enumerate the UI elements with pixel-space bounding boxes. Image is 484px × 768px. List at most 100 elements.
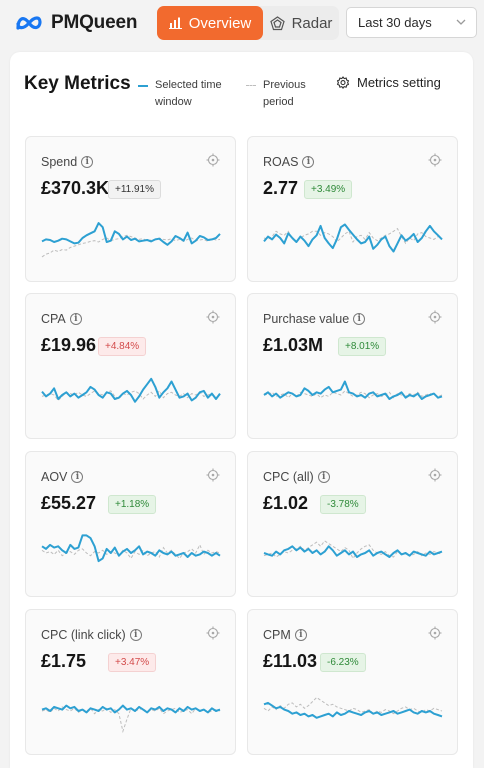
selected-window-line xyxy=(263,380,443,400)
selected-window-line xyxy=(41,222,221,246)
info-icon[interactable]: i xyxy=(69,313,82,325)
brand[interactable]: PMQueen xyxy=(14,10,137,36)
metric-value: £1.75 xyxy=(41,651,87,671)
gear-icon xyxy=(336,75,350,89)
sparkline-chart xyxy=(263,540,443,560)
metric-label: AOV xyxy=(41,470,68,484)
change-badge: -6.23% xyxy=(320,653,366,672)
tab-overview[interactable]: Overview xyxy=(157,6,263,40)
selected-window-line xyxy=(263,701,443,719)
metric-label: CPC (link click) xyxy=(41,628,126,642)
info-icon[interactable]: i xyxy=(302,156,315,168)
metric-label-row: CPA i xyxy=(41,312,82,326)
sparkline-chart xyxy=(41,377,221,403)
target-icon[interactable] xyxy=(428,153,442,167)
sparkline-chart xyxy=(263,223,443,253)
metric-label: ROAS xyxy=(263,155,299,169)
sparkline-chart xyxy=(41,534,221,563)
previous-period-line xyxy=(41,389,221,402)
metric-card-roas[interactable]: ROAS i 2.77 +3.49% xyxy=(247,136,458,282)
target-icon[interactable] xyxy=(428,310,442,324)
metric-card-cpa[interactable]: CPA i £19.96 +4.84% xyxy=(25,293,236,439)
legend-previous-label: Previous period xyxy=(263,79,306,108)
radar-icon xyxy=(269,15,285,30)
target-icon[interactable] xyxy=(206,153,220,167)
info-icon[interactable]: i xyxy=(294,629,307,641)
metric-label: Purchase value xyxy=(263,312,350,326)
metric-card-spend[interactable]: Spend i £370.3K +11.91% xyxy=(25,136,236,282)
info-icon[interactable]: i xyxy=(71,471,84,483)
metric-card-purchase-value[interactable]: Purchase value i £1.03M +8.01% xyxy=(247,293,458,439)
metric-value: 2.77 xyxy=(263,178,299,198)
info-icon[interactable]: i xyxy=(129,629,142,641)
top-bar: PMQueen Overview Radar Last 30 days xyxy=(0,0,484,46)
selected-window-line xyxy=(263,545,443,558)
metric-label-row: CPC (all) i xyxy=(263,470,330,484)
target-icon[interactable] xyxy=(206,468,220,482)
target-icon[interactable] xyxy=(206,310,220,324)
metric-value: £1.02 xyxy=(263,493,309,513)
sparkline-chart xyxy=(41,222,221,258)
metric-value: £55.27 xyxy=(41,493,97,513)
change-badge: +4.84% xyxy=(98,337,147,356)
change-badge: -3.78% xyxy=(320,495,366,514)
metric-card-cpc-link-click[interactable]: CPC (link click) i £1.75 +3.47% xyxy=(25,609,236,755)
legend-previous: Previous period xyxy=(246,77,323,111)
chevron-down-icon xyxy=(456,19,466,25)
legend-current-swatch xyxy=(138,85,148,87)
metric-label: Spend xyxy=(41,155,78,169)
metric-label: CPM xyxy=(263,628,291,642)
change-badge: +3.49% xyxy=(304,180,353,199)
metric-label-row: Purchase value i xyxy=(263,312,366,326)
target-icon[interactable] xyxy=(428,626,442,640)
tab-radar[interactable]: Radar xyxy=(263,6,339,40)
info-icon[interactable]: i xyxy=(81,156,94,168)
meta-logo-icon xyxy=(16,16,42,30)
metric-value: £1.03M xyxy=(263,335,324,355)
target-icon[interactable] xyxy=(428,468,442,482)
change-badge: +8.01% xyxy=(338,337,387,356)
view-tabs: Overview Radar xyxy=(157,6,339,40)
date-range-value: Last 30 days xyxy=(358,15,432,30)
tab-radar-label: Radar xyxy=(291,14,333,32)
change-badge: +11.91% xyxy=(108,180,162,199)
target-icon[interactable] xyxy=(206,626,220,640)
legend-current: Selected time window xyxy=(138,77,235,111)
sparkline-chart xyxy=(41,704,221,734)
metric-label-row: ROAS i xyxy=(263,155,315,169)
metrics-setting-button[interactable]: Metrics setting xyxy=(336,75,441,90)
selected-window-line xyxy=(41,377,221,403)
previous-period-line xyxy=(41,234,221,258)
metric-label-row: CPC (link click) i xyxy=(41,628,142,642)
app-name: PMQueen xyxy=(51,12,138,33)
metric-label-row: AOV i xyxy=(41,470,84,484)
selected-window-line xyxy=(41,534,221,563)
selected-window-line xyxy=(263,223,443,253)
metric-value: £370.3K xyxy=(41,178,110,198)
info-icon[interactable]: i xyxy=(317,471,330,483)
selected-window-line xyxy=(41,704,221,714)
panel-title: Key Metrics xyxy=(24,73,131,94)
previous-period-line xyxy=(263,696,443,715)
metric-label: CPC (all) xyxy=(263,470,314,484)
metric-label-row: CPM i xyxy=(263,628,307,642)
metric-card-aov[interactable]: AOV i £55.27 +1.18% xyxy=(25,451,236,597)
metric-card-cpm[interactable]: CPM i £11.03 -6.23% xyxy=(247,609,458,755)
tab-overview-label: Overview xyxy=(188,14,252,32)
date-range-select[interactable]: Last 30 days xyxy=(346,7,477,38)
key-metrics-panel: Key Metrics Selected time window Previou… xyxy=(10,52,473,768)
metrics-setting-label: Metrics setting xyxy=(357,75,441,90)
metric-label: CPA xyxy=(41,312,66,326)
metric-label-row: Spend i xyxy=(41,155,94,169)
info-icon[interactable]: i xyxy=(353,313,366,325)
legend-previous-swatch xyxy=(246,85,256,86)
metric-card-cpc-all[interactable]: CPC (all) i £1.02 -3.78% xyxy=(247,451,458,597)
previous-period-line xyxy=(41,706,221,734)
legend-current-label: Selected time window xyxy=(155,79,222,108)
change-badge: +3.47% xyxy=(108,653,157,672)
change-badge: +1.18% xyxy=(108,495,157,514)
bar-chart-icon xyxy=(168,17,182,29)
previous-period-line xyxy=(263,540,443,560)
previous-period-line xyxy=(41,543,221,560)
sparkline-chart xyxy=(263,380,443,400)
